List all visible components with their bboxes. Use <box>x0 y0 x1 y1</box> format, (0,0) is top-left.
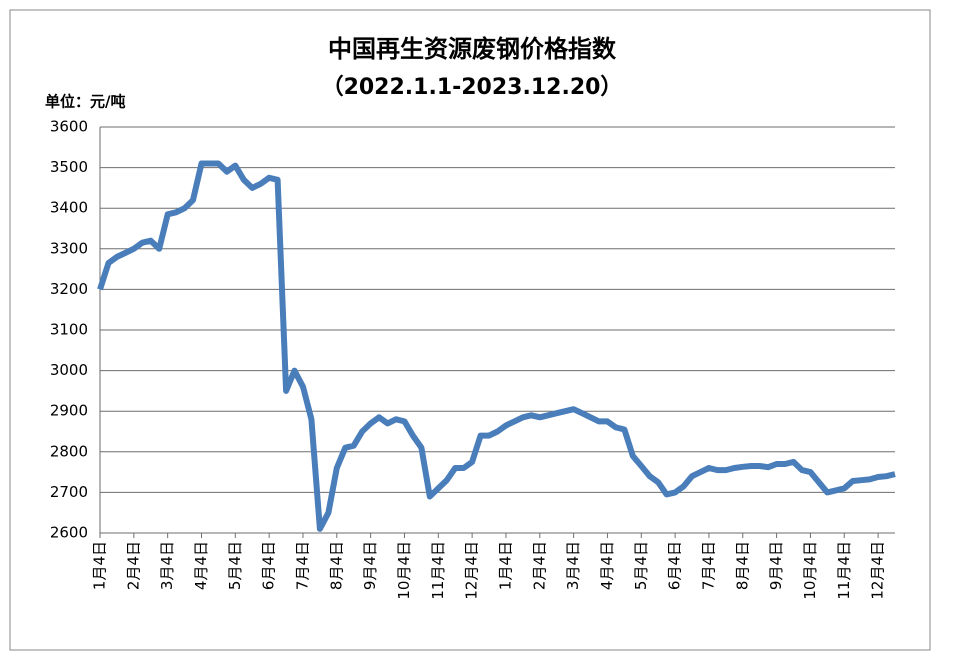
x-tick-label: 8月4日 <box>327 541 345 590</box>
data-line <box>97 160 896 532</box>
chart-subtitle: （2022.1.1-2023.12.20） <box>322 75 623 100</box>
y-tick-label: 3600 <box>50 118 88 136</box>
x-tick-label: 2月4日 <box>530 541 548 590</box>
x-tick-label: 12月4日 <box>463 541 481 600</box>
y-axis-label: 单位：元/吨 <box>45 93 125 111</box>
y-tick-label: 3300 <box>50 239 88 257</box>
y-tick-label: 2700 <box>50 483 88 501</box>
y-tick-label: 3000 <box>50 361 88 379</box>
x-tick-label: 9月4日 <box>767 541 785 590</box>
x-tick-label: 8月4日 <box>733 541 751 590</box>
y-tick-label: 2600 <box>50 524 88 542</box>
y-tick-label: 3100 <box>50 321 88 339</box>
x-tick-label: 4月4日 <box>192 541 210 590</box>
x-tick-label: 2月4日 <box>124 541 142 590</box>
y-tick-label: 3400 <box>50 199 88 217</box>
x-tick-label: 7月4日 <box>699 541 717 590</box>
x-tick-label: 9月4日 <box>361 541 379 590</box>
x-tick-label: 3月4日 <box>158 541 176 590</box>
x-tick-label: 6月4日 <box>666 541 684 590</box>
x-tick-label: 5月4日 <box>632 541 650 590</box>
x-tick-label: 4月4日 <box>598 541 616 590</box>
x-tick-label: 11月4日 <box>429 541 447 600</box>
x-tick-label: 1月4日 <box>496 541 514 590</box>
x-tick-label: 11月4日 <box>835 541 853 600</box>
x-tick-label: 10月4日 <box>395 541 413 600</box>
y-tick-label: 2800 <box>50 442 88 460</box>
y-tick-label: 2900 <box>50 402 88 420</box>
x-tick-label: 10月4日 <box>801 541 819 600</box>
chart-title: 中国再生资源废钢价格指数 <box>328 35 617 63</box>
x-tick-label: 3月4日 <box>564 541 582 590</box>
x-tick-label: 1月4日 <box>91 541 109 590</box>
x-tick-label: 6月4日 <box>260 541 278 590</box>
x-tick-label: 5月4日 <box>226 541 244 590</box>
y-tick-label: 3500 <box>50 158 88 176</box>
y-tick-label: 3200 <box>50 280 88 298</box>
x-tick-label: 7月4日 <box>293 541 311 590</box>
x-tick-label: 12月4日 <box>869 541 887 600</box>
